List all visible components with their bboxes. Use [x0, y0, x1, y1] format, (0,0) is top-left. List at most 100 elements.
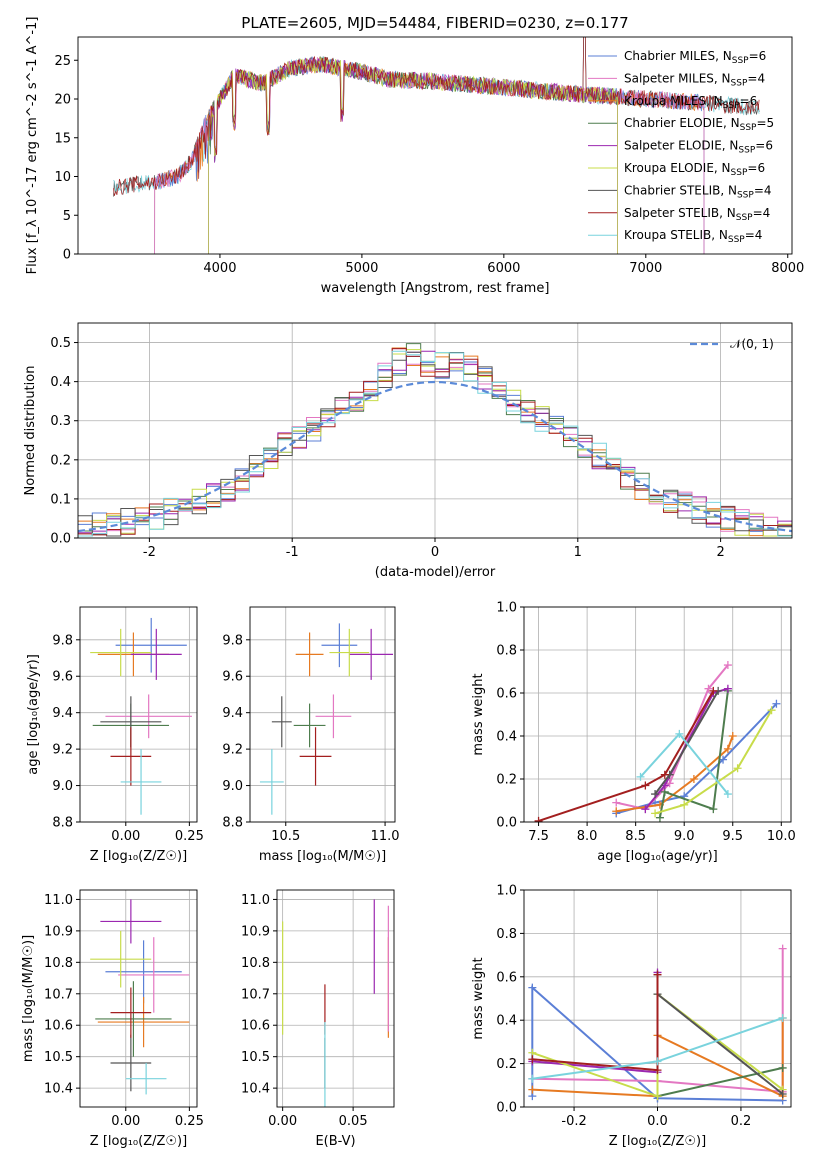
y-tick-label: 10.6 [44, 1019, 73, 1034]
series-marker [723, 790, 732, 799]
x-tick-label: 7.5 [528, 829, 549, 844]
series-marker [641, 781, 650, 790]
y-tick-label: 0.5 [50, 336, 71, 351]
series-line [538, 690, 715, 822]
series-marker [655, 813, 664, 822]
y-tick-label: 9.6 [222, 670, 243, 685]
x-tick-label: 0.25 [175, 1114, 204, 1129]
panel-residuals: -2 -1 0 1 2 0.0 0.1 0.2 0.3 0.4 0.5 (data-model)/er… [23, 322, 793, 580]
y-tick-label: 9.0 [52, 779, 73, 794]
x-tick-label: 0 [431, 545, 439, 560]
histogram-line [78, 350, 792, 537]
legend-entry: Salpeter ELODIE, NSSP=6 [624, 139, 773, 156]
spectrum-line [208, 56, 618, 254]
series-marker [528, 1055, 537, 1064]
series-marker [651, 790, 660, 799]
series-marker [728, 732, 737, 740]
x-tick-label: 0.00 [111, 1114, 140, 1129]
histogram-line [78, 348, 792, 536]
plot-area [259, 623, 394, 815]
axes-frame [79, 889, 198, 1108]
series-marker [612, 807, 621, 816]
y-tick-label: 0.6 [496, 970, 517, 985]
y-tick-label: 9.2 [52, 743, 73, 758]
series-line [654, 709, 773, 815]
y-tick-label: 1.0 [496, 884, 517, 899]
x-tick-label: 0.2 [731, 1114, 752, 1129]
y-tick-label: 0 [63, 248, 71, 263]
y-axis-label: mass weight [471, 957, 486, 1039]
x-tick-label: 9.0 [674, 829, 695, 844]
y-axis-label: age [log₁₀(age/yr)] [26, 654, 41, 775]
x-tick-label: 0.00 [111, 829, 140, 844]
plot-area [90, 617, 192, 815]
y-tick-label: 0.4 [496, 730, 517, 745]
x-tick-label: 0.00 [268, 1114, 297, 1129]
y-tick-label: 9.0 [222, 779, 243, 794]
legend-entry: Chabrier ELODIE, NSSP=5 [624, 116, 774, 133]
x-tick-label: 9.5 [722, 829, 743, 844]
y-tick-label: 9.2 [222, 743, 243, 758]
x-tick-label: 10.5 [271, 829, 300, 844]
series-marker [675, 729, 684, 738]
x-tick-label: 0.25 [175, 829, 204, 844]
series-marker [778, 1089, 787, 1098]
series-line [532, 972, 659, 1074]
spectrum-line [154, 56, 705, 254]
y-tick-label: 10.7 [44, 987, 73, 1002]
series-marker [653, 1066, 662, 1075]
y-tick-label: 10.5 [241, 1050, 270, 1065]
series-marker [733, 764, 742, 773]
plot-area [90, 899, 190, 1095]
x-tick-label: 4000 [203, 261, 236, 276]
plot-area [534, 661, 781, 822]
panel-spectrum: 4000 5000 6000 7000 8000 0 5 10 15 20 25 wavelength… [25, 17, 804, 296]
legend-entry: Chabrier STELIB, NSSP=4 [624, 183, 772, 200]
legend-entry: Chabrier MILES, NSSP=6 [624, 49, 766, 66]
series-marker [778, 1063, 787, 1072]
y-tick-label: 0.0 [496, 816, 517, 831]
x-tick-label: -0.2 [561, 1114, 586, 1129]
series-marker [528, 983, 537, 992]
y-tick-label: 10.9 [241, 924, 270, 939]
series-marker [709, 686, 718, 695]
x-axis-label: mass [log₁₀(M/M☉)] [259, 849, 386, 864]
legend-entry: Kroupa MILES, NSSP=6 [624, 94, 757, 111]
x-tick-label: -2 [143, 545, 156, 560]
y-tick-label: 11.0 [241, 893, 270, 908]
x-tick-label: 8.0 [577, 829, 598, 844]
series-marker [704, 684, 713, 693]
plot-area [282, 899, 389, 1107]
y-tick-label: 10.7 [241, 987, 270, 1002]
series-line [532, 974, 659, 1072]
x-axis-label: age [log₁₀(age/yr)] [597, 849, 718, 864]
x-tick-label: 8.5 [625, 829, 646, 844]
axes-frame [79, 606, 198, 823]
series-marker [534, 816, 543, 822]
x-tick-label: 0.0 [647, 1114, 668, 1129]
series-marker [653, 1092, 662, 1101]
y-tick-label: 10.8 [241, 956, 270, 971]
y-axis-label: Normed distribution [23, 366, 38, 496]
x-tick-label: 11.0 [371, 829, 400, 844]
y-tick-label: 8.8 [52, 816, 73, 831]
y-tick-label: 9.4 [222, 706, 243, 721]
legend: Chabrier MILES, NSSP=6 Salpeter MILES, NS… [588, 49, 774, 245]
series-marker [528, 1074, 537, 1083]
series-marker [723, 744, 732, 753]
legend-entry: Salpeter STELIB, NSSP=4 [624, 206, 770, 223]
legend-entry: 𝒩(0, 1) [730, 337, 774, 351]
spectrum-line [154, 57, 705, 254]
y-tick-label: 0.4 [50, 375, 71, 390]
x-axis-label: wavelength [Angstrom, rest frame] [321, 281, 550, 296]
y-tick-label: 20 [54, 93, 71, 108]
panel-age-vs-mass: 10.5 11.0 8.8 9.0 9.2 9.4 9.6 9.8 mass [log₁₀(M/… [222, 606, 400, 864]
figure-title: PLATE=2605, MJD=54484, FIBERID=0230, z=0… [241, 14, 628, 32]
y-tick-label: 0.2 [496, 1057, 517, 1072]
x-tick-label: 1 [574, 545, 582, 560]
x-tick-label: 2 [716, 545, 724, 560]
series-marker [723, 684, 732, 693]
series-marker [653, 1057, 662, 1066]
series-marker [653, 970, 662, 979]
